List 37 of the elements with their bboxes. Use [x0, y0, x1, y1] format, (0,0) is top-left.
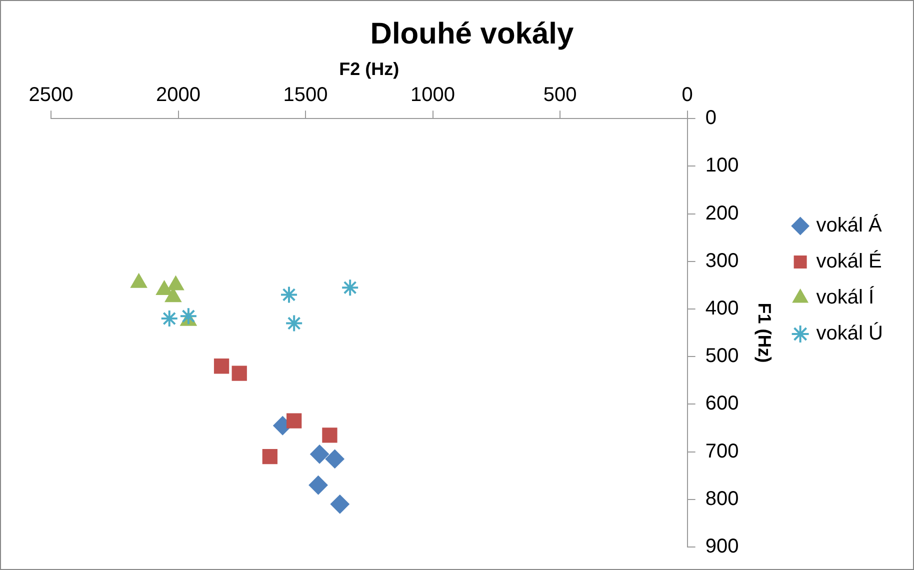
- x-tick-label: 500: [543, 84, 577, 106]
- point: [262, 448, 278, 464]
- point: [280, 286, 298, 304]
- y-tick-label: 200: [705, 202, 739, 224]
- y-tick-label: 100: [705, 154, 739, 177]
- x-tick-label: 0: [682, 84, 693, 106]
- x-tick-label: 1000: [410, 84, 456, 106]
- y-tick-label: 0: [705, 107, 716, 130]
- legend-label: vokál Á: [816, 214, 883, 237]
- point: [341, 278, 360, 297]
- legend-label: vokál Í: [816, 286, 875, 309]
- y-tick-label: 500: [705, 345, 739, 368]
- y-axis-title: F1 (Hz): [754, 302, 775, 363]
- y-tick-label: 900: [705, 536, 739, 558]
- x-tick-label: 2000: [156, 84, 201, 106]
- legend-label: vokál Ú: [816, 322, 884, 345]
- point: [308, 476, 328, 495]
- y-tick-label: 700: [705, 440, 739, 462]
- y-tick-label: 400: [705, 298, 739, 320]
- point: [322, 428, 338, 443]
- point: [179, 307, 198, 326]
- y-tick-label: 300: [705, 250, 739, 272]
- point: [286, 413, 302, 428]
- x-tick-label: 1500: [283, 84, 328, 106]
- y-tick-label: 600: [705, 392, 739, 415]
- y-tick-label: 800: [705, 488, 739, 510]
- x-tick-label: 2500: [28, 84, 74, 106]
- legend-label: vokál É: [816, 250, 882, 273]
- point: [285, 314, 304, 332]
- point: [160, 310, 178, 328]
- point: [232, 366, 247, 381]
- chart-title: Dlouhé vokály: [370, 17, 574, 50]
- point: [310, 444, 330, 464]
- point: [325, 449, 344, 468]
- point: [214, 358, 230, 374]
- point: [330, 494, 350, 514]
- x-axis-title: F2 (Hz): [339, 58, 400, 79]
